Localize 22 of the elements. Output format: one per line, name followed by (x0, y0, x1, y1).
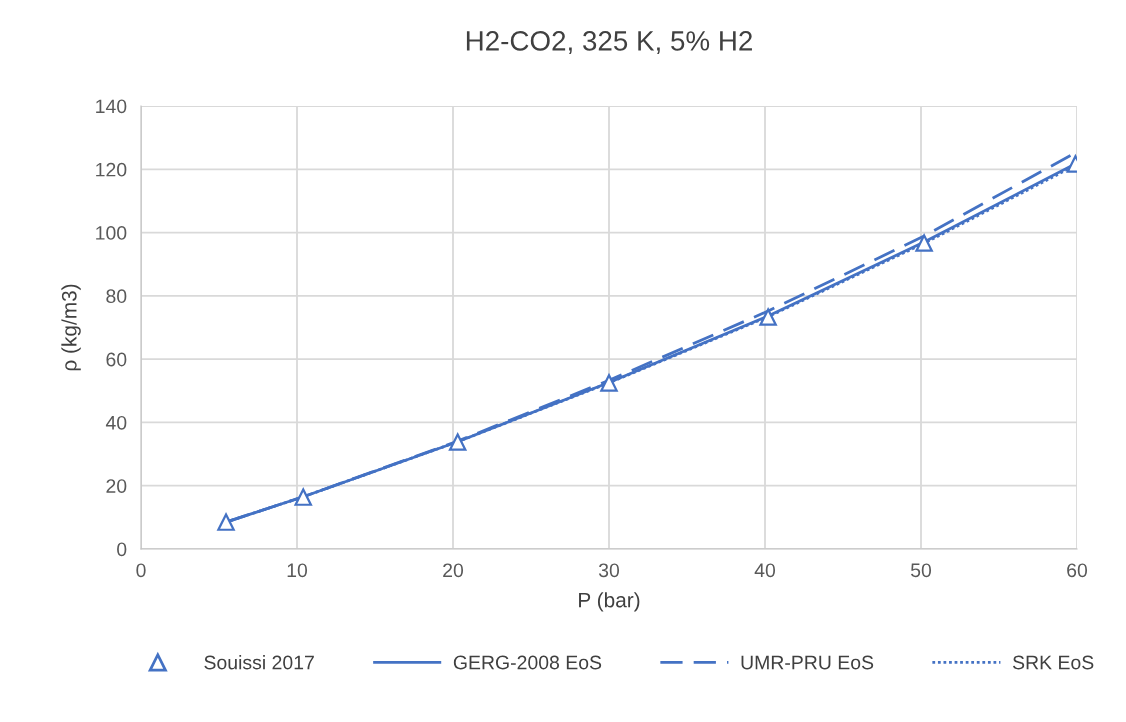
y-tick-label: 0 (117, 542, 127, 557)
x-tick-label: 50 (910, 563, 932, 578)
legend-label: SRK EoS (1012, 655, 1094, 670)
y-tick-label: 140 (96, 99, 127, 114)
y-tick-label: 120 (96, 162, 127, 177)
y-axis-title: ρ (kg/m3) (61, 284, 81, 371)
x-tick-label: 30 (598, 563, 620, 578)
legend-label: Souissi 2017 (204, 655, 314, 670)
legend-label: GERG-2008 EoS (453, 655, 602, 670)
y-tick-label: 60 (106, 352, 127, 367)
y-tick-label: 80 (106, 289, 127, 304)
legend-label: UMR-PRU EoS (741, 655, 874, 670)
chart-title: H2-CO2, 325 K, 5% H2 (466, 31, 752, 54)
x-axis-title: P (bar) (579, 592, 640, 612)
x-tick-label: 20 (443, 563, 464, 578)
x-tick-label: 40 (754, 563, 776, 578)
y-tick-label: 20 (106, 479, 127, 493)
x-tick-label: 0 (136, 563, 146, 578)
y-tick-label: 40 (105, 415, 127, 430)
y-tick-label: 100 (96, 226, 127, 240)
x-tick-label: 60 (1067, 563, 1088, 578)
x-tick-label: 10 (287, 563, 308, 578)
